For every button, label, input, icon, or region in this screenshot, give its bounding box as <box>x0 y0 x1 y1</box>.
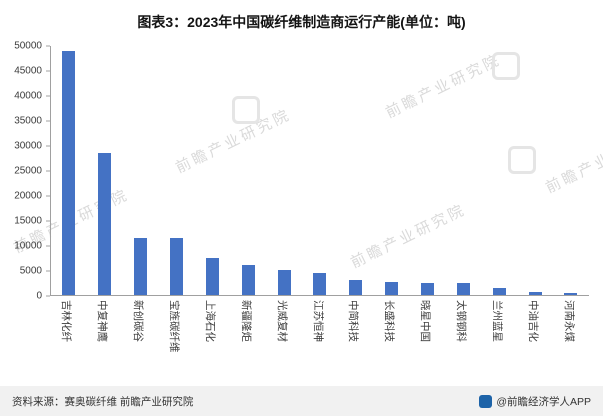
x-axis-label-slot: 晓星中国 <box>409 297 445 371</box>
y-tick-label: 40000 <box>14 90 42 102</box>
x-axis-label: 长盛科技 <box>383 300 396 342</box>
y-tick-label: 15000 <box>14 215 42 227</box>
x-axis-label-slot: 河南永煤 <box>553 297 589 371</box>
x-axis-label: 中复神鹰 <box>95 300 108 342</box>
bar-column <box>445 46 481 295</box>
x-axis-label-slot: 宝旌碳纤维 <box>158 297 194 371</box>
x-axis-label: 宝旌碳纤维 <box>167 300 180 353</box>
y-tick-label: 30000 <box>14 140 42 152</box>
bar-column <box>266 46 302 295</box>
x-axis-label: 河南永煤 <box>563 300 576 342</box>
x-axis-label-slot: 长盛科技 <box>373 297 409 371</box>
bar <box>277 270 291 295</box>
bar-column <box>374 46 410 295</box>
bar <box>492 287 506 295</box>
x-axis-labels: 吉林化纤 中复神鹰 新创碳谷 宝旌碳纤维 上海石化 新疆隆炬 光威复材 江苏恒神 中简科技 长盛科… <box>50 297 589 371</box>
x-axis-label: 新疆隆炬 <box>239 300 252 342</box>
x-axis-label-slot: 中简科技 <box>338 297 374 371</box>
y-tick-mark <box>46 70 50 72</box>
x-axis-label: 中简科技 <box>347 300 360 342</box>
y-tick-label: 25000 <box>14 165 42 177</box>
x-axis-label-slot: 中油吉化 <box>517 297 553 371</box>
bar <box>456 283 470 295</box>
bar <box>62 50 76 295</box>
y-tick-mark <box>46 220 50 222</box>
bar-column <box>87 46 123 295</box>
bar-column <box>338 46 374 295</box>
bar <box>349 280 363 295</box>
x-axis-label: 吉林化纤 <box>59 300 72 342</box>
y-tick-label: 5000 <box>19 265 42 277</box>
y-tick-mark <box>46 270 50 272</box>
y-tick-mark <box>46 195 50 197</box>
x-axis-label-slot: 太钢钢科 <box>445 297 481 371</box>
y-tick-label: 20000 <box>14 190 42 202</box>
bar-column <box>230 46 266 295</box>
bar-column <box>517 46 553 295</box>
bar-column <box>302 46 338 295</box>
bar <box>528 291 542 295</box>
footer: 资料来源：赛奥碳纤维 前瞻产业研究院 @前瞻经济学人APP <box>0 386 603 416</box>
bar-column <box>410 46 446 295</box>
x-axis-label: 江苏恒神 <box>311 300 324 342</box>
y-tick-label: 10000 <box>14 240 42 252</box>
bar <box>313 272 327 295</box>
bar <box>134 237 148 295</box>
bar <box>205 257 219 295</box>
x-axis-label: 中油吉化 <box>527 300 540 342</box>
bar-column <box>194 46 230 295</box>
bar-column <box>159 46 195 295</box>
x-axis-label-slot: 新创碳谷 <box>122 297 158 371</box>
bar <box>564 293 578 295</box>
y-tick-mark <box>46 170 50 172</box>
chart-title: 图表3：2023年中国碳纤维制造商运行产能(单位：吨) <box>137 14 466 30</box>
bar <box>421 282 435 295</box>
y-tick-mark <box>46 245 50 247</box>
y-tick-mark <box>46 95 50 97</box>
x-axis-label: 太钢钢科 <box>455 300 468 342</box>
y-tick-mark <box>46 295 50 297</box>
x-axis-label-slot: 兰州蓝星 <box>481 297 517 371</box>
y-tick-label: 35000 <box>14 115 42 127</box>
x-axis-label-slot: 新疆隆炬 <box>230 297 266 371</box>
y-tick-label: 50000 <box>14 40 42 52</box>
y-tick-label: 45000 <box>14 65 42 77</box>
y-axis-labels: 0 5000 10000 15000 20000 25000 30000 35000 40000… <box>0 41 50 302</box>
bar-column <box>481 46 517 295</box>
bar-column <box>51 46 87 295</box>
y-tick-mark <box>46 120 50 122</box>
bar <box>98 153 112 295</box>
qianzhan-logo-icon <box>479 394 493 408</box>
x-axis-label: 晓星中国 <box>419 300 432 342</box>
bar-column <box>123 46 159 295</box>
bar <box>385 282 399 295</box>
x-axis-label-slot: 光威复材 <box>266 297 302 371</box>
source-text: 资料来源：赛奥碳纤维 前瞻产业研究院 <box>12 395 194 408</box>
x-axis-label-slot: 吉林化纤 <box>50 297 86 371</box>
y-tick-label: 0 <box>36 290 42 302</box>
x-axis-label-slot: 江苏恒神 <box>302 297 338 371</box>
y-tick-mark <box>46 145 50 147</box>
y-tick-mark <box>46 45 50 47</box>
x-axis-label: 上海石化 <box>203 300 216 342</box>
x-axis-label: 光威复材 <box>275 300 288 342</box>
x-axis-label: 兰州蓝星 <box>491 300 504 342</box>
bar <box>170 237 183 295</box>
credit: @前瞻经济学人APP <box>479 394 591 409</box>
x-axis-label-slot: 中复神鹰 <box>86 297 122 371</box>
bar <box>241 265 255 295</box>
bar-column <box>553 46 589 295</box>
credit-text: @前瞻经济学人APP <box>496 395 591 408</box>
plot-area <box>50 46 589 296</box>
x-axis-label: 新创碳谷 <box>131 300 144 342</box>
x-axis-label-slot: 上海石化 <box>194 297 230 371</box>
